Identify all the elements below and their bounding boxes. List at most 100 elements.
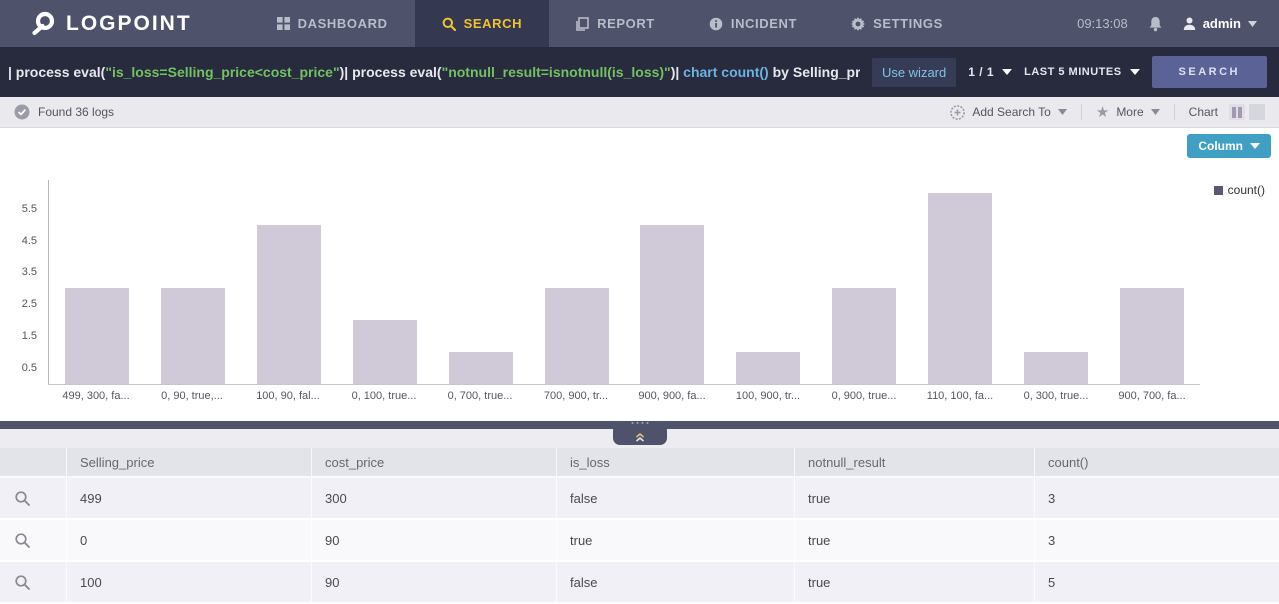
status-bar-right: Add Search To ★ More Chart: [950, 104, 1265, 120]
bar-slot: [241, 180, 337, 384]
table-cell: 3: [1048, 532, 1056, 548]
chart-bar[interactable]: [640, 224, 705, 384]
chart-bar[interactable]: [832, 288, 897, 384]
y-axis-tick-label: 4.5: [21, 234, 37, 247]
nav-tab-dashboard[interactable]: DASHBOARD: [250, 0, 415, 47]
plus-circle-icon: [950, 104, 966, 120]
column-chart-view-icon[interactable]: [1229, 104, 1245, 120]
page-indicator-dropdown[interactable]: 1 / 1: [968, 65, 1013, 79]
add-search-to-button[interactable]: Add Search To: [950, 104, 1067, 120]
table-header-selling-price[interactable]: Selling_price: [67, 448, 312, 476]
username: admin: [1202, 16, 1241, 31]
table-header-count[interactable]: count(): [1048, 454, 1089, 470]
nav-tabs: DASHBOARD SEARCH REPORT INCIDENT SETTINGS: [250, 0, 970, 47]
divider-grip-dots: [631, 422, 648, 424]
report-icon: [576, 16, 589, 31]
chart-bar[interactable]: [448, 352, 513, 384]
chart-bar[interactable]: [256, 224, 321, 384]
bar-slot: [529, 180, 625, 384]
table-cell: true: [795, 562, 1035, 602]
table-header-notnull-result[interactable]: notnull_result: [795, 448, 1035, 476]
nav-tab-incident[interactable]: INCIDENT: [682, 0, 824, 47]
nav-tab-report[interactable]: REPORT: [549, 0, 682, 47]
table-header-is-loss[interactable]: is_loss: [557, 448, 795, 476]
status-bar: Found 36 logs Add Search To ★ More: [0, 97, 1279, 128]
star-icon: ★: [1095, 103, 1110, 121]
bar-slot: [625, 180, 721, 384]
user-menu[interactable]: admin: [1183, 16, 1257, 31]
dashboard-grid-icon: [276, 17, 290, 30]
page-indicator: 1 / 1: [968, 65, 995, 79]
bar-slot: [1104, 180, 1200, 384]
query-input[interactable]: | process eval("is_loss=Selling_price<co…: [8, 64, 860, 80]
navbar-right: 09:13:08 admin: [1077, 0, 1279, 47]
chevron-down-icon: [1250, 143, 1260, 149]
check-circle-icon: [14, 104, 30, 120]
nav-tab-search[interactable]: SEARCH: [414, 0, 550, 47]
clock: 09:13:08: [1077, 16, 1128, 31]
collapse-chart-handle[interactable]: [612, 429, 667, 445]
legend-swatch: [1213, 185, 1223, 195]
bar-slot: [816, 180, 912, 384]
search-query-bar: | process eval("is_loss=Selling_price<co…: [0, 47, 1279, 97]
chart-bar[interactable]: [64, 288, 129, 384]
table-header-row: Selling_price cost_price is_loss notnull_re…: [0, 448, 1279, 478]
incident-info-icon: [709, 17, 723, 31]
chart-bar[interactable]: [736, 352, 801, 384]
chevron-up-double-icon: [634, 432, 646, 442]
chart-bar[interactable]: [1120, 288, 1185, 384]
table-cell: 300: [312, 478, 557, 518]
separator: [1173, 104, 1175, 120]
chart-label: Chart: [1188, 105, 1218, 119]
row-search-drilldown[interactable]: [0, 520, 67, 560]
use-wizard-link[interactable]: Use wizard: [871, 57, 957, 87]
row-search-drilldown[interactable]: [0, 478, 67, 518]
chart-bar[interactable]: [928, 192, 993, 384]
logpoint-logo[interactable]: LOGPOINT: [0, 0, 222, 47]
chart-type-dropdown[interactable]: Column: [1187, 134, 1271, 158]
chevron-down-icon: [1248, 20, 1257, 27]
bar-slot: [720, 180, 816, 384]
found-logs-status: Found 36 logs: [14, 104, 114, 120]
query-segment: )|: [670, 64, 684, 80]
nav-tab-label: SEARCH: [463, 16, 523, 31]
table-row: 100 90 false true 5: [0, 562, 1279, 604]
magnifier-icon: [14, 574, 31, 591]
chart-bar[interactable]: [544, 288, 609, 384]
chart-bar[interactable]: [352, 320, 417, 384]
notifications-bell-icon[interactable]: [1148, 16, 1163, 32]
search-button[interactable]: SEARCH: [1151, 56, 1267, 88]
table-body: 499 300 false true 3 0 90 true true 3 100 90 false tr…: [0, 478, 1279, 604]
table-header-cost-price[interactable]: cost_price: [312, 448, 557, 476]
more-button[interactable]: ★ More: [1096, 105, 1160, 120]
more-label: More: [1116, 105, 1144, 119]
bar-slot: [1008, 180, 1104, 384]
chevron-down-icon: [1129, 69, 1140, 75]
logpoint-logo-icon: [30, 10, 57, 37]
query-segment: by Selling_price, cost_pr: [772, 64, 860, 80]
chart-legend: count(): [1213, 183, 1265, 197]
x-axis-category-label: 900, 900, fa...: [638, 390, 706, 402]
chart-bar[interactable]: [1024, 352, 1089, 384]
time-range-dropdown[interactable]: LAST 5 MINUTES: [1024, 66, 1140, 78]
x-axis-category-label: 100, 900, tr...: [735, 390, 801, 402]
x-axis-category-label: 0, 90, true,...: [161, 390, 223, 402]
nav-tab-label: SETTINGS: [873, 16, 943, 31]
table-cell: 3: [1048, 490, 1056, 506]
table-view-icon[interactable]: [1249, 104, 1265, 120]
bar-slot: [433, 180, 529, 384]
bar-slot: [912, 180, 1008, 384]
query-segment: "notnull_result=isnotnull(is_loss)": [441, 64, 671, 80]
user-icon: [1183, 17, 1196, 31]
chevron-down-icon: [1150, 109, 1160, 115]
row-search-drilldown[interactable]: [0, 562, 67, 602]
nav-tab-settings[interactable]: SETTINGS: [824, 0, 970, 47]
magnifier-icon: [14, 532, 31, 549]
add-search-to-label: Add Search To: [972, 105, 1051, 119]
pane-divider[interactable]: [0, 421, 1279, 445]
table-cell: true: [795, 520, 1035, 560]
table-cell: 0: [67, 520, 312, 560]
chart-bar[interactable]: [160, 288, 225, 384]
x-axis-category-label: 0, 300, true...: [1023, 390, 1089, 402]
